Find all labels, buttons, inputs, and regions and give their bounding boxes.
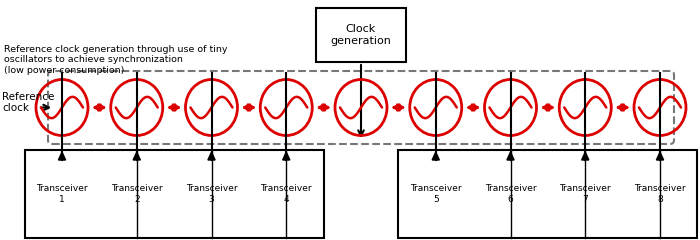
Text: Transceiver
6: Transceiver 6 xyxy=(484,184,536,204)
Polygon shape xyxy=(507,152,514,160)
FancyBboxPatch shape xyxy=(25,150,323,238)
Text: Transceiver
5: Transceiver 5 xyxy=(410,184,461,204)
Polygon shape xyxy=(582,152,589,160)
Polygon shape xyxy=(657,152,664,160)
Polygon shape xyxy=(283,152,290,160)
Text: Clock
generation: Clock generation xyxy=(330,24,391,46)
Text: Transceiver
1: Transceiver 1 xyxy=(36,184,88,204)
Text: Transceiver
4: Transceiver 4 xyxy=(260,184,312,204)
Text: Reference
clock: Reference clock xyxy=(2,92,55,113)
Polygon shape xyxy=(208,152,215,160)
Polygon shape xyxy=(58,152,66,160)
Text: Transceiver
8: Transceiver 8 xyxy=(634,184,686,204)
Text: Transceiver
2: Transceiver 2 xyxy=(111,184,162,204)
Polygon shape xyxy=(432,152,440,160)
Text: Transceiver
7: Transceiver 7 xyxy=(559,184,611,204)
FancyBboxPatch shape xyxy=(316,8,406,62)
Text: Transceiver
3: Transceiver 3 xyxy=(186,184,237,204)
Text: Reference clock generation through use of tiny
oscillators to achieve synchroniz: Reference clock generation through use o… xyxy=(4,45,228,75)
FancyBboxPatch shape xyxy=(398,150,697,238)
Polygon shape xyxy=(133,152,140,160)
